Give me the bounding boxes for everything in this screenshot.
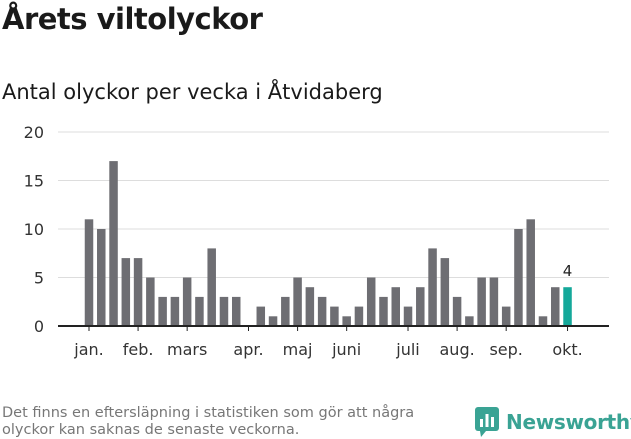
- bar: [526, 219, 535, 326]
- bar: [146, 277, 155, 326]
- bar: [170, 296, 180, 326]
- bar: [440, 258, 450, 326]
- y-tick-label: 5: [34, 269, 44, 288]
- bar: [366, 277, 376, 326]
- bar: [403, 306, 413, 326]
- bar: [133, 258, 143, 326]
- newsworthy-logo-icon: [475, 407, 499, 437]
- y-tick-label: 10: [24, 220, 44, 239]
- bar-highlight: [563, 287, 572, 326]
- bar: [305, 287, 315, 326]
- x-tick-label: feb.: [123, 340, 154, 359]
- bar: [465, 316, 474, 326]
- bar: [121, 258, 131, 326]
- bar: [84, 219, 94, 326]
- bar: [379, 296, 388, 326]
- bar: [158, 296, 167, 326]
- bar: [219, 296, 229, 326]
- y-tick-label: 20: [24, 123, 44, 142]
- chart-title: Årets viltolyckor: [2, 2, 263, 36]
- bar: [477, 277, 486, 326]
- bar: [182, 277, 192, 326]
- bar: [452, 296, 462, 326]
- bar: [330, 306, 339, 326]
- x-tick-label: jan.: [73, 340, 103, 359]
- bar: [256, 306, 266, 326]
- bar: [538, 316, 548, 326]
- bar: [501, 306, 511, 326]
- bar: [342, 316, 351, 326]
- bar: [354, 306, 364, 326]
- bar: [428, 248, 437, 326]
- bar: [195, 296, 204, 326]
- bar: [281, 296, 290, 326]
- bar: [293, 277, 302, 326]
- bar: [317, 296, 327, 326]
- bar: [231, 296, 241, 326]
- bar: [97, 229, 106, 326]
- x-tick-label: sep.: [489, 340, 522, 359]
- bar: [268, 316, 278, 326]
- x-tick-label: maj: [283, 340, 313, 359]
- x-tick-label: aug.: [440, 340, 475, 359]
- x-tick-label: okt.: [552, 340, 582, 359]
- footnote: Det finns en eftersläpning i statistiken…: [2, 405, 415, 438]
- bar-chart: 0 5 10 15 20 jan. feb. mars apr. maj juni juli aug. s…: [24, 123, 609, 359]
- bar: [551, 287, 560, 326]
- bar: [207, 248, 216, 326]
- bar: [514, 229, 523, 326]
- x-tick-label: juni: [331, 340, 361, 359]
- x-tick-label: mars: [167, 340, 207, 359]
- x-tick-label: apr.: [233, 340, 263, 359]
- x-tick-label: juli: [395, 340, 419, 359]
- bar: [489, 277, 499, 326]
- brand-name: Newsworthy: [506, 410, 631, 434]
- chart-subtitle: Antal olyckor per vecka i Åtvidaberg: [2, 80, 383, 104]
- bar: [109, 161, 118, 326]
- data-label-latest: 4: [563, 262, 573, 280]
- brand-logo: Newsworthy: [474, 406, 631, 438]
- bar: [391, 287, 400, 326]
- bar: [416, 287, 425, 326]
- y-tick-label: 15: [24, 172, 44, 191]
- y-tick-label: 0: [34, 317, 44, 336]
